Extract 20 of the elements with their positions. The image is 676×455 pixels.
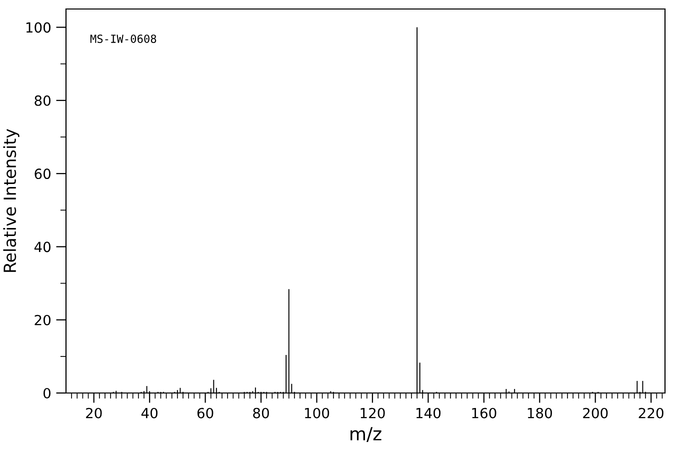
annotation: MS-IW-0608	[90, 34, 156, 43]
x-tick-label: 20	[86, 408, 102, 418]
y-tick-label: 20	[34, 314, 50, 326]
x-tick-label: 100	[305, 408, 330, 418]
y-tick-label: 0	[43, 388, 50, 398]
y-axis-title: Relative Intensity	[3, 128, 20, 272]
y-tick-label: 80	[34, 95, 50, 106]
x-tick-label: 140	[416, 408, 441, 418]
y-tick-label: 40	[34, 242, 50, 252]
y-tick-label: 100	[26, 22, 50, 33]
x-tick-label: 60	[197, 408, 214, 418]
x-tick-label: 160	[472, 408, 496, 418]
x-tick-label: 220	[638, 408, 664, 418]
y-tick-label: 60	[34, 168, 50, 180]
x-tick-label: 80	[253, 408, 269, 418]
x-tick-label: 120	[360, 408, 385, 418]
x-tick-label: 180	[528, 408, 552, 418]
x-tick-label: 200	[583, 408, 608, 418]
x-tick-label: 40	[141, 408, 158, 418]
x-axis-title: m/z	[350, 427, 382, 442]
